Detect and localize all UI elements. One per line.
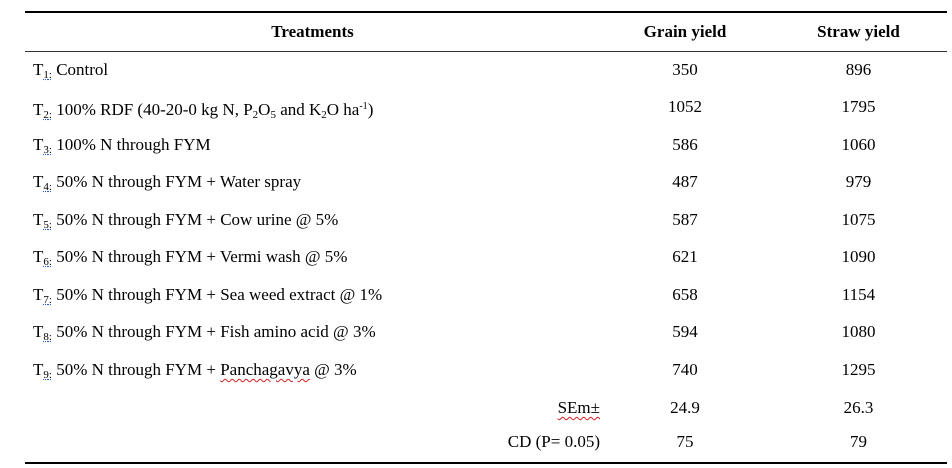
- header-rule: [25, 51, 947, 52]
- stat-row-cd: CD (P= 0.05) 75 79: [25, 431, 947, 468]
- table-row: T9: 50% N through FYM + Panchagavya @ 3%…: [25, 359, 947, 396]
- treatment-cell: T5: 50% N through FYM + Cow urine @ 5%: [33, 210, 339, 231]
- table-row: T2: 100% RDF (40-20-0 kg N, P2O5 and K2O…: [25, 96, 947, 133]
- straw-yield-cell: 1295: [841, 360, 876, 379]
- grain-yield-cell: 621: [672, 247, 698, 266]
- table-row: T6: 50% N through FYM + Vermi wash @ 5% …: [25, 246, 947, 283]
- table-row: T4: 50% N through FYM + Water spray 487 …: [25, 171, 947, 208]
- grain-yield-cell: 586: [672, 135, 698, 154]
- grain-yield-cell: 658: [672, 285, 698, 304]
- sem-grain-value: 24.9: [670, 398, 700, 417]
- cd-grain-value: 75: [676, 432, 694, 451]
- table-row: T5: 50% N through FYM + Cow urine @ 5% 5…: [25, 209, 947, 246]
- stat-row-sem: SEm± 24.9 26.3: [25, 397, 947, 434]
- treatment-cell: T7: 50% N through FYM + Sea weed extract…: [33, 285, 383, 306]
- treatment-cell: T9: 50% N through FYM + Panchagavya @ 3%: [33, 360, 357, 381]
- treatment-cell: T8: 50% N through FYM + Fish amino acid …: [33, 322, 376, 343]
- straw-yield-cell: 896: [845, 60, 872, 79]
- cd-straw-value: 79: [850, 432, 867, 451]
- table-row: T3: 100% N through FYM 586 1060: [25, 134, 947, 171]
- header-straw-yield: Straw yield: [817, 22, 900, 41]
- grain-yield-cell: 1052: [668, 97, 702, 116]
- table-row: T7: 50% N through FYM + Sea weed extract…: [25, 284, 947, 321]
- grain-yield-cell: 594: [672, 322, 698, 341]
- cd-label: CD (P= 0.05): [507, 432, 600, 451]
- straw-yield-cell: 1154: [841, 285, 876, 304]
- straw-yield-cell: 1090: [841, 247, 876, 266]
- treatment-cell: T4: 50% N through FYM + Water spray: [33, 172, 302, 193]
- straw-yield-cell: 1075: [841, 210, 876, 229]
- grain-yield-cell: 587: [672, 210, 698, 229]
- table-top-rule: [25, 11, 947, 13]
- sem-straw-value: 26.3: [843, 398, 874, 417]
- header-grain-yield: Grain yield: [643, 22, 727, 41]
- grain-yield-cell: 350: [672, 60, 698, 79]
- treatment-cell: T3: 100% N through FYM: [33, 135, 211, 156]
- treatment-cell: T1: Control: [33, 60, 109, 81]
- header-treatments: Treatments: [271, 22, 354, 41]
- straw-yield-cell: 1060: [841, 135, 876, 154]
- table-row: T8: 50% N through FYM + Fish amino acid …: [25, 321, 947, 358]
- sem-label: SEm±: [557, 398, 600, 417]
- table-bottom-rule: [25, 462, 947, 464]
- grain-yield-cell: 487: [672, 172, 698, 191]
- treatment-cell: T6: 50% N through FYM + Vermi wash @ 5%: [33, 247, 348, 268]
- table-row: T1: Control 350 896: [25, 59, 947, 96]
- grain-yield-cell: 740: [672, 360, 698, 379]
- treatment-cell: T2: 100% RDF (40-20-0 kg N, P2O5 and K2O…: [33, 100, 374, 121]
- straw-yield-cell: 1795: [841, 97, 876, 116]
- straw-yield-cell: 1080: [841, 322, 876, 341]
- straw-yield-cell: 979: [845, 172, 872, 191]
